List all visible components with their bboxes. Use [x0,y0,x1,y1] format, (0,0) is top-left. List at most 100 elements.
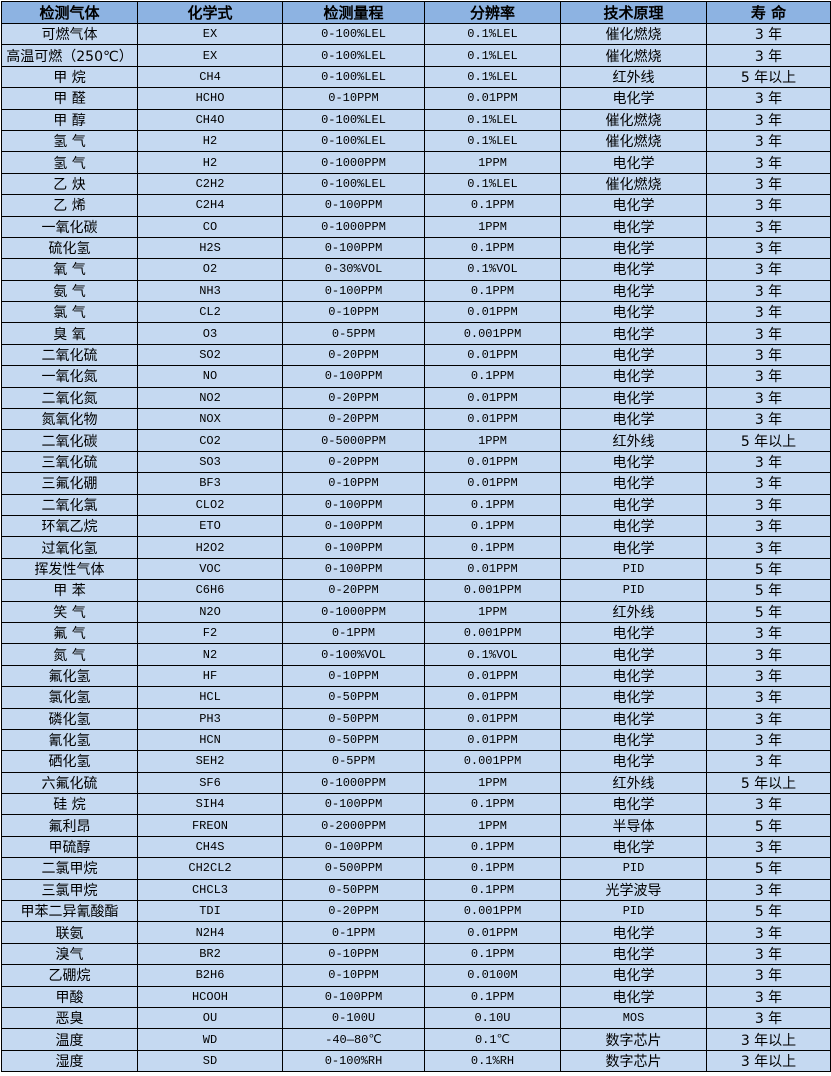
cell-lifetime: 3 年 [706,835,831,859]
cell-resolution: 0.01PPM [424,343,561,367]
cell-formula: H2 [137,151,283,174]
cell-resolution: 0.001PPM [424,750,561,773]
cell-range: 0-20PPM [282,450,425,474]
cell-lifetime: 3 年 [706,129,831,153]
table-row: 氯 气 CL2 0-10PPM 0.01PPM 电化学 3 年 [1,301,831,324]
cell-principle: 红外线 [560,429,707,452]
cell-range: 0-100PPM [282,236,425,260]
cell-range: 0-1000PPM [282,151,425,174]
cell-formula: BR2 [137,942,283,966]
cell-lifetime: 3 年 [706,450,831,474]
cell-principle: 电化学 [560,258,707,281]
cell-formula: HF [137,664,283,688]
table-row: 溴气 BR2 0-10PPM 0.1PPM 电化学 3 年 [1,942,831,966]
cell-formula: PH3 [137,707,283,730]
cell-lifetime: 3 年 [706,172,831,196]
table-row: 甲硫醇 CH4S 0-100PPM 0.1PPM 电化学 3 年 [1,835,831,859]
cell-gas: 可燃气体 [1,22,138,46]
table-row: 乙 烯 C2H4 0-100PPM 0.1PPM 电化学 3 年 [1,194,831,217]
cell-lifetime: 3 年以上 [706,1049,831,1073]
cell-formula: NOX [137,408,283,431]
cell-lifetime: 3 年 [706,750,831,773]
header-principle: 技术原理 [560,1,707,24]
cell-gas: 氢 气 [1,151,138,174]
cell-gas: 甲硫醇 [1,835,138,859]
cell-resolution: 0.1PPM [424,793,561,816]
table-row: 可燃气体 EX 0-100%LEL 0.1%LEL 催化燃烧 3 年 [1,22,831,46]
cell-gas: 湿度 [1,1049,138,1073]
header-formula: 化学式 [137,1,283,24]
cell-formula: H2S [137,236,283,260]
cell-formula: HCOOH [137,985,283,1008]
table-row: 三氯甲烷 CHCL3 0-50PPM 0.1PPM 光学波导 3 年 [1,878,831,902]
cell-lifetime: 3 年 [706,878,831,902]
cell-lifetime: 3 年 [706,365,831,388]
cell-gas: 磷化氢 [1,707,138,730]
cell-gas: 氮氧化物 [1,408,138,431]
cell-gas: 溴气 [1,942,138,966]
cell-principle: 电化学 [560,793,707,816]
cell-formula: BF3 [137,472,283,495]
cell-lifetime: 3 年 [706,793,831,816]
cell-lifetime: 3 年 [706,643,831,666]
cell-formula: FREON [137,814,283,837]
cell-lifetime: 5 年以上 [706,429,831,452]
cell-gas: 硫化氢 [1,236,138,260]
cell-lifetime: 3 年 [706,44,831,67]
cell-principle: 电化学 [560,472,707,495]
table-row: 甲 醇 CH4O 0-100%LEL 0.1%LEL 催化燃烧 3 年 [1,108,831,131]
cell-resolution: 0.1PPM [424,493,561,516]
header-resolution: 分辨率 [424,1,561,24]
cell-principle: 电化学 [560,707,707,730]
cell-formula: CH4O [137,108,283,131]
cell-formula: CH4 [137,65,283,89]
cell-range: 0-10PPM [282,964,425,987]
cell-formula: EX [137,44,283,67]
table-row: 甲酸 HCOOH 0-100PPM 0.1PPM 电化学 3 年 [1,985,831,1008]
cell-formula: EX [137,22,283,46]
cell-principle: 电化学 [560,942,707,966]
cell-lifetime: 3 年 [706,87,831,110]
cell-gas: 环氧乙烷 [1,514,138,538]
cell-range: 0-100%LEL [282,108,425,131]
cell-range: 0-100PPM [282,835,425,859]
table-row: 氮 气 N2 0-100%VOL 0.1%VOL 电化学 3 年 [1,643,831,666]
cell-lifetime: 3 年 [706,194,831,217]
table-row: 氟利昂 FREON 0-2000PPM 1PPM 半导体 5 年 [1,814,831,837]
cell-range: 0-20PPM [282,900,425,923]
cell-formula: HCL [137,686,283,709]
table-row: 高温可燃（250℃） EX 0-100%LEL 0.1%LEL 催化燃烧 3 年 [1,44,831,67]
cell-lifetime: 3 年 [706,921,831,944]
cell-gas: 硅 烷 [1,793,138,816]
cell-range: 0-10PPM [282,664,425,688]
cell-gas: 高温可燃（250℃） [1,44,138,67]
cell-range: 0-2000PPM [282,814,425,837]
cell-resolution: 0.01PPM [424,686,561,709]
cell-gas: 恶臭 [1,1006,138,1030]
cell-principle: 电化学 [560,750,707,773]
cell-lifetime: 3 年 [706,985,831,1008]
table-row: 氢 气 H2 0-1000PPM 1PPM 电化学 3 年 [1,151,831,174]
cell-lifetime: 3 年 [706,621,831,645]
cell-range: 0-20PPM [282,343,425,367]
cell-principle: 电化学 [560,408,707,431]
table-row: 硒化氢 SEH2 0-5PPM 0.001PPM 电化学 3 年 [1,750,831,773]
cell-principle: 电化学 [560,536,707,559]
cell-gas: 二氧化硫 [1,343,138,367]
cell-range: 0-10PPM [282,301,425,324]
cell-gas: 甲 苯 [1,579,138,602]
cell-range: 0-100%LEL [282,172,425,196]
cell-principle: 电化学 [560,343,707,367]
cell-lifetime: 3 年 [706,322,831,345]
cell-resolution: 0.1PPM [424,194,561,217]
cell-principle: 催化燃烧 [560,22,707,46]
cell-formula: O2 [137,258,283,281]
cell-lifetime: 3 年 [706,301,831,324]
table-row: 氨 气 NH3 0-100PPM 0.1PPM 电化学 3 年 [1,279,831,303]
cell-range: 0-100PPM [282,793,425,816]
table-row: 挥发性气体 VOC 0-100PPM 0.01PPM PID 5 年 [1,557,831,581]
cell-resolution: 0.01PPM [424,301,561,324]
cell-gas: 二氧化碳 [1,429,138,452]
cell-principle: 催化燃烧 [560,108,707,131]
cell-gas: 甲 醛 [1,87,138,110]
